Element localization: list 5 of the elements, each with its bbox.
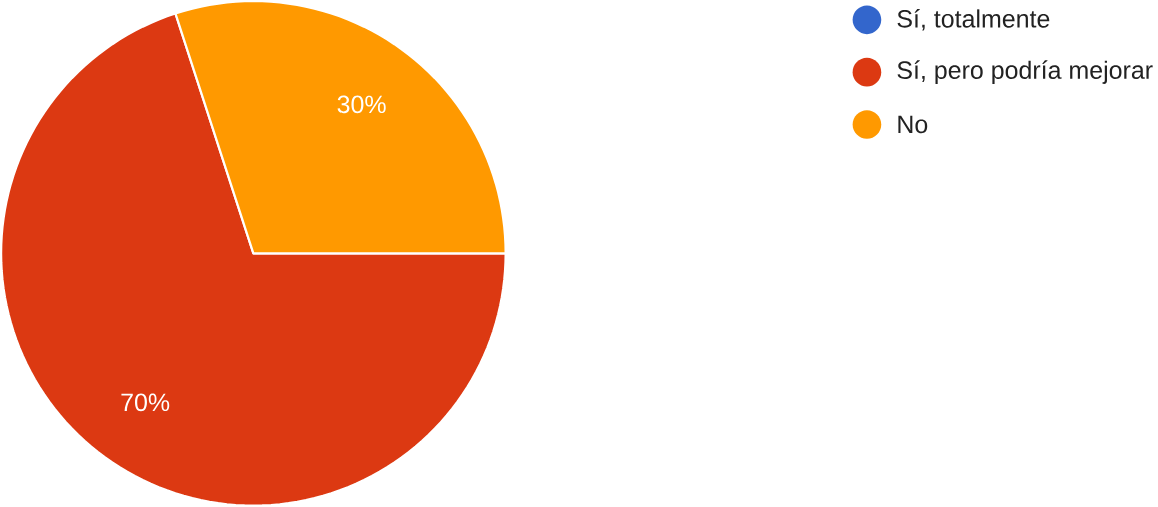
legend-label: Sí, totalmente xyxy=(897,9,1050,31)
data-label: 70% xyxy=(121,393,170,412)
data-label: 30% xyxy=(337,95,386,114)
legend-label: Sí, pero podría mejorar xyxy=(897,60,1153,85)
legend-label: No xyxy=(898,115,928,134)
